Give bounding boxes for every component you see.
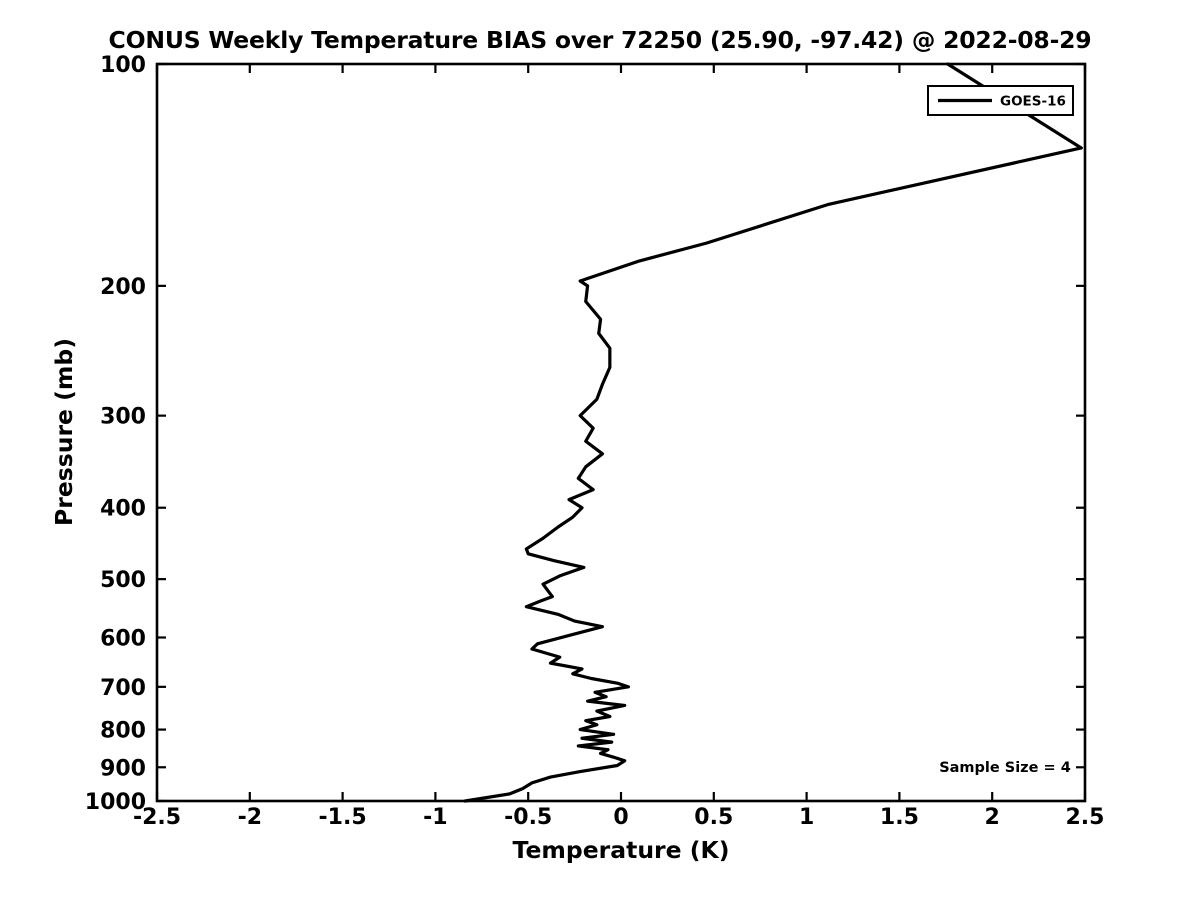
y-tick-label: 800 (100, 719, 146, 744)
x-tick-label: 0 (613, 805, 628, 830)
x-tick-label: 1 (799, 805, 814, 830)
axis-tick-marks (155, 62, 1087, 803)
y-tick-label: 700 (100, 676, 146, 701)
x-axis-tick-labels: -2.5 -2 -1.5 -1 -0.5 0 0.5 1 1.5 2 2.5 (133, 805, 1105, 830)
y-tick-label: 600 (100, 626, 146, 651)
y-tick-label: 400 (100, 497, 146, 522)
y-tick-label: 100 (100, 53, 146, 78)
y-tick-label: 200 (100, 275, 146, 300)
x-tick-label: 1.5 (880, 805, 919, 830)
x-axis-title: Temperature (K) (513, 836, 730, 864)
y-tick-label: 900 (100, 756, 146, 781)
x-tick-label: -2 (238, 805, 262, 830)
legend-label-goes-16: GOES-16 (1000, 94, 1066, 110)
y-tick-label: 500 (100, 568, 146, 593)
x-tick-label: -1.5 (319, 805, 367, 830)
chart-legend[interactable]: GOES-16 (927, 85, 1074, 116)
x-tick-label: 2 (985, 805, 1000, 830)
page-title: CONUS Weekly Temperature BIAS over 72250… (108, 26, 1092, 54)
x-tick-label: -0.5 (504, 805, 552, 830)
x-tick-label: 0.5 (694, 805, 733, 830)
y-tick-label: 300 (100, 405, 146, 430)
plot-frame (155, 62, 1087, 803)
x-tick-label: -2.5 (133, 805, 181, 830)
y-axis-title: Pressure (mb) (50, 338, 78, 526)
y-axis-tick-labels: 100 200 300 400 500 600 700 800 900 1000 (85, 53, 146, 815)
x-tick-label: -1 (423, 805, 447, 830)
data-series-goes-16-line (463, 62, 1083, 803)
x-tick-label: 2.5 (1066, 805, 1105, 830)
y-tick-label: 1000 (85, 790, 146, 815)
sample-size-annotation: Sample Size = 4 (939, 760, 1071, 776)
